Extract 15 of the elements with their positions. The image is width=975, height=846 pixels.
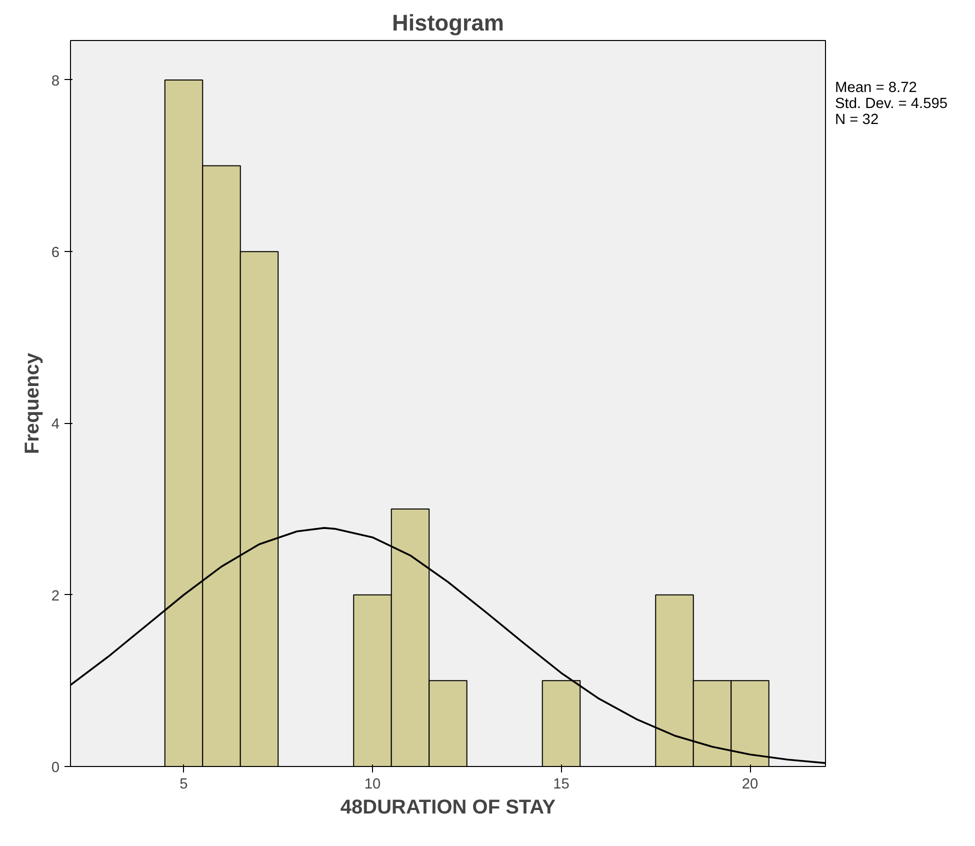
text: Std. Dev. = 4.595 <box>835 96 948 112</box>
x-tick-label: 20 <box>742 776 758 792</box>
chart-title: Histogram <box>392 10 504 36</box>
y-tick-label: 8 <box>51 73 60 90</box>
text: Mean = 8.72 <box>835 80 917 96</box>
x-tick-label: 5 <box>180 776 188 792</box>
text: N = 32 <box>835 112 879 128</box>
y-tick-label: 4 <box>51 416 60 433</box>
y-axis-title: Frequency <box>21 352 44 454</box>
y-tick-label: 6 <box>51 245 60 262</box>
x-tick-label: 10 <box>364 776 381 792</box>
x-tick-label: 15 <box>553 776 570 792</box>
x-axis-title: 48DURATION OF STAY <box>340 796 556 818</box>
y-tick-label: 2 <box>51 588 60 604</box>
y-tick-label: 0 <box>51 760 60 776</box>
